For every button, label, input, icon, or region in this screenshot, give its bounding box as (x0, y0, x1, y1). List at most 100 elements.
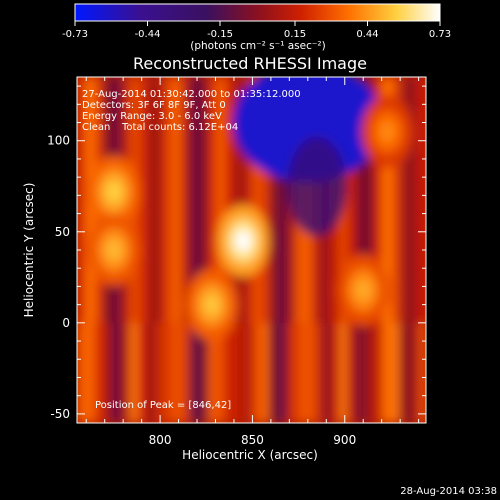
heatmap-stripe (181, 77, 192, 423)
heatmap-stripe-low (164, 322, 174, 423)
heatmap-stripe-low (286, 322, 297, 423)
heatmap-stripe-low (190, 322, 201, 423)
heatmap-stripe-low (312, 322, 323, 423)
heatmap-stripe-low (251, 322, 262, 423)
heatmap-stripe (207, 77, 218, 423)
colorbar (74, 3, 441, 22)
heatmap-stripe (312, 77, 323, 423)
heatmap-stripe-low (338, 322, 349, 423)
heatmap-stripe-low (373, 322, 384, 423)
heatmap-stripe-low (199, 322, 209, 423)
heatmap-stripe (164, 77, 174, 423)
colorbar-ticks: -0.73 -0.44 -0.15 0.15 0.44 0.73 (62, 21, 451, 40)
heatmap-stripe-low (138, 322, 148, 423)
heatmap-stripe-low (181, 322, 192, 423)
axis-ticks: 800 850 900 -50 0 50 100 (47, 77, 426, 447)
heatmap-stripe (138, 77, 148, 423)
colorbar-tick-label: 0.15 (284, 29, 306, 40)
heatmap-stripe-low (391, 322, 401, 423)
heatmap-stripe (364, 77, 375, 423)
heatmap-stripe (303, 77, 314, 423)
heatmap-stripe-low (356, 322, 366, 423)
x-tick-label: 850 (241, 433, 264, 447)
time-range-annotation: 27-Aug-2014 01:30:42.000 to 01:35:12.000 (82, 89, 301, 100)
heatmap-stripe (382, 77, 393, 423)
heatmap-stripe-low (155, 322, 166, 423)
peak-position-annotation: Position of Peak = [846,42] (95, 400, 231, 411)
heatmap-stripe (356, 77, 366, 423)
heatmap-stripe (399, 77, 410, 423)
heatmap-stripe (268, 77, 279, 423)
y-tick-label: 100 (47, 134, 70, 148)
heatmap-stripe-low (225, 322, 236, 423)
detectors-annotation: Detectors: 3F 6F 8F 9F, Att 0 (82, 100, 226, 111)
heatmap-stripe (321, 77, 332, 423)
heatmap-stripe-low (364, 322, 375, 423)
heatmap-stripe (373, 77, 384, 423)
heatmap-stripe (190, 77, 201, 423)
y-axis-label: Heliocentric Y (arcsec) (22, 183, 36, 318)
colorbar-tick-label: 0.44 (356, 29, 378, 40)
heatmap-stripe (277, 77, 288, 423)
heatmap-stripe (408, 77, 419, 423)
heatmap-stripe-low (399, 322, 410, 423)
heatmap-stripe-low (303, 322, 314, 423)
source-core (355, 279, 372, 302)
heatmap-stripe-low (295, 322, 305, 423)
colorbar-tick-label: -0.15 (207, 29, 233, 40)
y-tick-label: 0 (62, 316, 70, 330)
energy-range-annotation: Energy Range: 3.0 - 6.0 keV (82, 111, 222, 122)
clean-annotation: Clean (82, 122, 110, 133)
source-core (105, 180, 122, 203)
heatmap-stripe (146, 77, 157, 423)
heatmap-stripe-low (207, 322, 218, 423)
heatmap-stripe (347, 77, 358, 423)
total-counts-annotation: Total counts: 6.12E+04 (121, 122, 238, 133)
colorbar-tick-label: -0.44 (135, 29, 161, 40)
heatmap-stripe-low (330, 322, 340, 423)
x-axis-label: Heliocentric X (arcsec) (182, 448, 318, 462)
heatmap-stripe-low (103, 322, 113, 423)
heatmap-stripe (155, 77, 166, 423)
heatmap-stripe (199, 77, 209, 423)
heatmap-stripe (338, 77, 349, 423)
heatmap-stripe-low (408, 322, 419, 423)
heatmap-stripe-low (347, 322, 358, 423)
heatmap-stripe (286, 77, 297, 423)
heatmap-stripe (77, 77, 87, 423)
source-core (203, 293, 220, 316)
source-core (235, 229, 252, 252)
heatmap-stripe (172, 77, 183, 423)
source-core (379, 120, 396, 143)
source-core (105, 239, 122, 261)
y-tick-label: 50 (55, 225, 70, 239)
heatmap-stripe-low (94, 322, 105, 423)
heatmap-stripe (391, 77, 401, 423)
chart-title: Reconstructed RHESSI Image (133, 54, 367, 73)
heatmap-stripe-low (216, 322, 227, 423)
heatmap-stripe (330, 77, 340, 423)
heatmap-stripe-low (172, 322, 183, 423)
negative-region (232, 77, 383, 183)
negative-region-tail (287, 136, 348, 237)
heatmap-stripe-low (382, 322, 393, 423)
heatmap-stripe (295, 77, 305, 423)
colorbar-tick-label: 0.73 (429, 29, 451, 40)
footer-timestamp: 28-Aug-2014 03:38 (400, 486, 497, 497)
colorbar-label: (photons cm⁻² s⁻¹ asec⁻²) (190, 40, 325, 52)
heatmap-stripe-low (277, 322, 288, 423)
heatmap-stripe-low (85, 322, 96, 423)
y-tick-label: -50 (50, 407, 70, 421)
x-tick-label: 900 (333, 433, 356, 447)
colorbar-tick-label: -0.73 (62, 29, 88, 40)
heatmap-stripe-low (146, 322, 157, 423)
heatmap-stripe-low (417, 322, 426, 423)
heatmap-stripe-low (321, 322, 332, 423)
heatmap-stripe-low (234, 322, 244, 423)
heatmap-stripe-low (268, 322, 279, 423)
heatmap-stripe-low (242, 322, 253, 423)
heatmap-stripe-low (77, 322, 87, 423)
heatmap-image (77, 77, 426, 423)
heatmap-stripe (417, 77, 426, 423)
